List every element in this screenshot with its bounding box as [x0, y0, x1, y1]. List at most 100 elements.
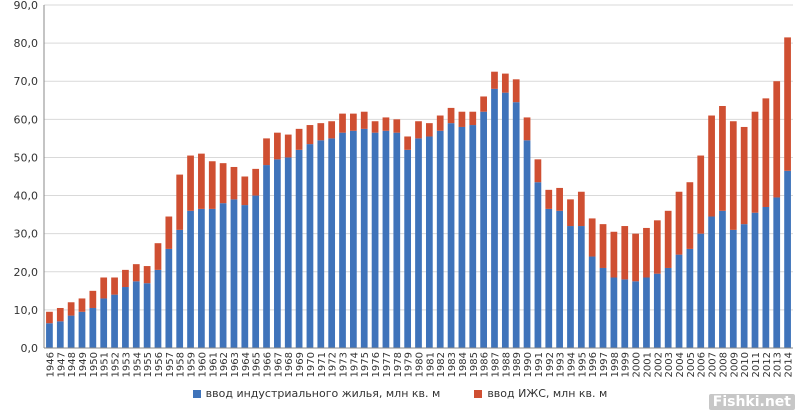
x-tick-label: 2010 — [740, 352, 751, 377]
bar-industrial — [773, 197, 781, 348]
bar-industrial — [425, 136, 433, 348]
bar-industrial — [306, 144, 314, 348]
bar-industrial — [165, 248, 173, 348]
bar-izhs — [67, 302, 75, 316]
x-tick-label: 1990 — [523, 352, 534, 377]
x-tick-label: 1958 — [176, 352, 187, 377]
y-tick-label: 10,0 — [14, 304, 39, 317]
x-tick-label: 1981 — [425, 352, 436, 377]
x-tick-label: 1964 — [241, 352, 252, 377]
legend: ввод индустриального жилья, млн кв. м вв… — [0, 387, 800, 400]
bar-industrial — [176, 229, 184, 348]
x-tick-label: 2008 — [718, 352, 729, 377]
bar-izhs — [675, 191, 683, 255]
bar-izhs — [143, 266, 151, 284]
x-tick-label: 1972 — [328, 352, 339, 377]
x-tick-label: 1989 — [512, 352, 523, 377]
bar-izhs — [284, 134, 292, 158]
x-tick-label: 1956 — [154, 352, 165, 377]
bar-izhs — [382, 117, 390, 131]
axes: 0,0 10,0 20,0 30,0 40,0 50,0 60,0 70,0 80,0 90,0 1… — [14, 0, 795, 377]
x-tick-label: 1983 — [447, 352, 458, 377]
x-tick-label: 2011 — [751, 352, 762, 377]
x-tick-label: 1992 — [545, 352, 556, 377]
bar-industrial — [295, 149, 303, 348]
bar-izhs — [545, 189, 553, 209]
bars — [46, 37, 791, 349]
legend-label-izhs: ввод ИЖС, млн кв. м — [487, 387, 608, 400]
x-tick-label: 1979 — [404, 352, 415, 377]
bar-izhs — [501, 73, 509, 93]
x-tick-label: 2006 — [697, 352, 708, 377]
bar-izhs — [567, 199, 574, 227]
x-tick-label: 1957 — [165, 352, 176, 377]
x-tick-label: 1960 — [197, 352, 208, 377]
x-tick-label: 1949 — [78, 352, 89, 377]
bar-izhs — [697, 155, 705, 234]
bar-industrial — [263, 165, 270, 348]
bar-industrial — [512, 102, 520, 348]
bar-industrial — [708, 216, 715, 348]
bar-izhs — [78, 298, 86, 312]
x-tick-label: 1980 — [415, 352, 426, 377]
x-tick-label: 1973 — [339, 352, 350, 377]
x-tick-label: 2013 — [773, 352, 784, 377]
bar-industrial — [534, 182, 542, 348]
bar-izhs — [198, 153, 205, 209]
bar-industrial — [577, 226, 585, 348]
y-tick-label: 30,0 — [14, 228, 39, 241]
x-tick-label: 1997 — [599, 352, 610, 377]
x-tick-label: 1970 — [306, 352, 317, 377]
bar-izhs — [415, 121, 422, 139]
bar-izhs — [165, 216, 173, 249]
x-tick-label: 1994 — [566, 352, 577, 377]
bar-industrial — [697, 233, 705, 348]
bar-izhs — [784, 37, 791, 171]
bar-izhs — [708, 115, 715, 217]
x-tick-label: 1959 — [187, 352, 198, 377]
x-tick-label: 2002 — [653, 352, 664, 377]
x-tick-label: 1963 — [230, 352, 241, 377]
bar-industrial — [274, 159, 281, 348]
bar-izhs — [46, 311, 53, 324]
bar-industrial — [187, 210, 194, 348]
bar-industrial — [56, 321, 64, 348]
bar-industrial — [393, 132, 401, 348]
x-tick-label: 1999 — [621, 352, 632, 377]
bar-industrial — [100, 298, 108, 348]
bar-industrial — [751, 212, 759, 348]
x-tick-label: 1967 — [273, 352, 284, 377]
bar-izhs — [762, 98, 770, 207]
x-tick-label: 1951 — [100, 352, 111, 377]
x-tick-label: 2004 — [675, 352, 686, 377]
bar-izhs — [643, 227, 650, 278]
x-tick-label: 2001 — [642, 352, 653, 377]
bar-izhs — [241, 176, 249, 206]
bar-izhs — [523, 117, 531, 141]
bar-izhs — [274, 132, 281, 160]
bar-industrial — [111, 294, 118, 348]
bar-industrial — [284, 157, 292, 348]
bar-izhs — [263, 138, 270, 166]
y-tick-label: 80,0 — [14, 37, 39, 50]
x-tick-label: 1961 — [208, 352, 219, 377]
bar-industrial — [339, 132, 346, 348]
x-tick-label: 1988 — [501, 352, 512, 377]
bar-industrial — [729, 229, 737, 348]
x-tick-label: 2003 — [664, 352, 675, 377]
bar-izhs — [154, 243, 162, 270]
legend-item-industrial: ввод индустриального жилья, млн кв. м — [192, 387, 440, 400]
bar-izhs — [132, 264, 140, 282]
bar-industrial — [371, 132, 379, 348]
x-tick-label: 1969 — [295, 352, 306, 377]
x-tick-label: 1984 — [458, 352, 469, 377]
x-tick-label: 1955 — [143, 352, 154, 377]
y-tick-label: 40,0 — [14, 190, 39, 203]
x-tick-label: 1977 — [382, 352, 393, 377]
bar-industrial — [132, 281, 140, 348]
bar-industrial — [46, 323, 53, 348]
x-tick-label: 2000 — [632, 352, 643, 377]
bar-izhs — [599, 224, 607, 268]
bar-industrial — [230, 199, 238, 348]
bar-industrial — [556, 210, 563, 348]
